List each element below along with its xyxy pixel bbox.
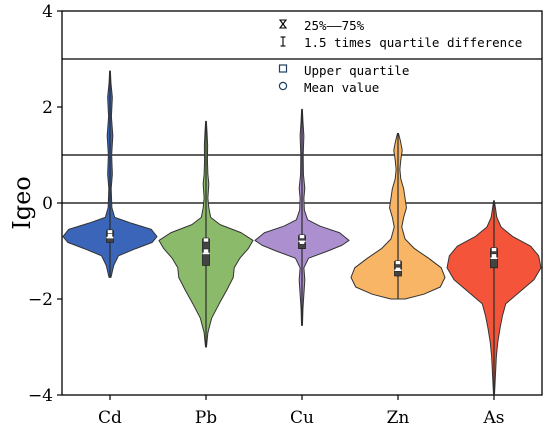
y-tick-label: −4	[28, 386, 53, 406]
legend: 25%——75% 1.5 times quartile difference Upp…	[278, 18, 522, 95]
axes: 4 2 0 −2 −4 Cd Pb Cu Zn As	[28, 2, 505, 428]
y-tick-label: 0	[42, 194, 53, 214]
y-tick-label: 2	[42, 98, 53, 118]
mean-marker-as	[491, 253, 497, 259]
upper-quartile-marker-as	[491, 247, 497, 252]
x-tick-label: Pb	[195, 408, 217, 428]
legend-label: 1.5 times quartile difference	[304, 35, 522, 50]
x-tick-label: Cu	[290, 408, 314, 428]
legend-item: Upper quartile	[278, 63, 409, 78]
legend-square-icon	[278, 64, 288, 73]
upper-quartile-marker-cu	[299, 234, 305, 239]
violins	[62, 70, 542, 396]
mean-marker-zn	[395, 266, 401, 272]
legend-item: 1.5 times quartile difference	[280, 35, 522, 50]
mean-marker-pb	[203, 248, 209, 254]
legend-circle-icon	[278, 81, 288, 91]
y-axis-label: Igeo	[8, 176, 36, 230]
legend-label: 25%——75%	[304, 18, 365, 33]
upper-quartile-marker-zn	[395, 260, 401, 265]
legend-item: 25%——75%	[278, 18, 365, 33]
x-tick-label: Cd	[98, 408, 122, 428]
x-tick-label: Zn	[387, 408, 410, 428]
legend-label: Mean value	[304, 80, 379, 95]
x-tick-label: As	[482, 408, 504, 428]
legend-label: Upper quartile	[304, 63, 409, 78]
legend-item: Mean value	[278, 80, 379, 95]
mean-marker-cu	[299, 240, 305, 245]
upper-quartile-marker-cd	[107, 229, 113, 235]
upper-quartile-marker-pb	[203, 237, 209, 243]
y-tick-label: 4	[42, 2, 53, 22]
legend-iqr-icon	[278, 19, 288, 29]
y-tick-label: −2	[28, 290, 53, 310]
